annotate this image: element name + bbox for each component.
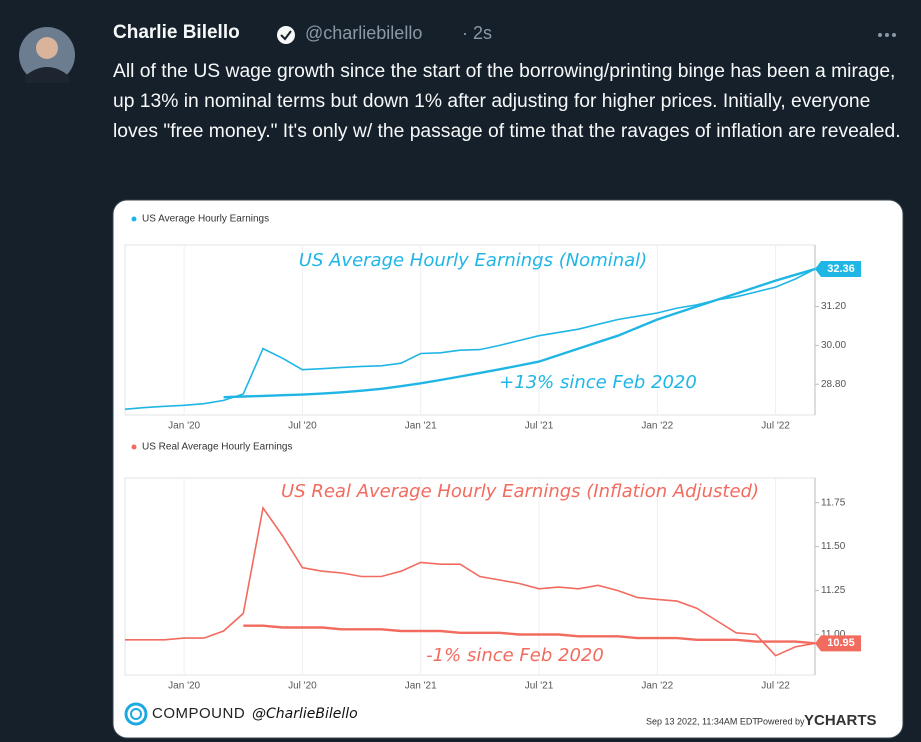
- annotation: -1% since Feb 2020: [426, 645, 604, 666]
- data-line: [124, 268, 816, 410]
- y-tick-label: 11.75: [821, 497, 846, 508]
- y-tick-label: 11.50: [821, 541, 846, 552]
- trend-line: [223, 267, 816, 399]
- verified-check: [280, 30, 292, 41]
- legend-dot: [131, 216, 137, 222]
- x-tick-label: Jul '22: [761, 681, 790, 692]
- x-tick-label: Jul '20: [288, 421, 317, 432]
- x-tick-label: Jan '20: [168, 681, 200, 692]
- provider: YCHARTS: [804, 712, 877, 729]
- x-tick-label: Jan '20: [168, 421, 200, 432]
- chart-title: US Average Hourly Earnings (Nominal): [299, 250, 647, 271]
- chart-title: US Real Average Hourly Earnings (Inflati…: [281, 481, 759, 502]
- legend-label: US Real Average Hourly Earnings: [142, 442, 292, 453]
- last-value-label: 10.95: [827, 637, 855, 649]
- trend-line: [243, 624, 816, 645]
- legend-dot: [131, 444, 137, 450]
- last-value-badge: [815, 635, 861, 652]
- y-tick-label: 31.20: [821, 301, 846, 312]
- author-handle[interactable]: @charliebilello: [305, 23, 423, 43]
- y-tick-label: 30.00: [821, 340, 846, 351]
- x-tick-label: Jan '22: [641, 421, 673, 432]
- avatar-suit: [25, 67, 69, 83]
- legend-label: US Average Hourly Earnings: [142, 214, 269, 225]
- x-tick-label: Jul '22: [761, 421, 790, 432]
- data-line: [125, 505, 816, 657]
- x-tick-label: Jan '21: [405, 421, 437, 432]
- last-value-badge: [815, 260, 861, 277]
- x-tick-label: Jan '21: [405, 681, 437, 692]
- x-tick-label: Jul '21: [525, 681, 554, 692]
- annotation: +13% since Feb 2020: [499, 372, 697, 393]
- y-tick-label: 11.25: [821, 585, 846, 596]
- y-tick-label: 11.00: [821, 629, 846, 640]
- more-button[interactable]: [878, 33, 896, 37]
- last-value-label: 32.36: [827, 263, 855, 275]
- y-tick-label: 28.80: [821, 379, 846, 390]
- author: @CharlieBilello: [252, 706, 358, 722]
- x-tick-label: Jan '22: [641, 681, 673, 692]
- author-name[interactable]: Charlie Bilello: [113, 22, 240, 43]
- brand: COMPOUND: [152, 705, 245, 722]
- tweet-text: All of the US wage growth since the star…: [113, 61, 901, 142]
- x-tick-label: Jul '20: [288, 681, 317, 692]
- verified-badge: [277, 26, 295, 44]
- plot-area: [124, 477, 816, 676]
- date: Sep 13 2022, 11:34AM EDT.: [646, 716, 759, 726]
- x-tick-label: Jul '21: [525, 421, 554, 432]
- powered-by: Powered by: [757, 716, 805, 726]
- avatar-face: [36, 37, 58, 59]
- compound-logo: [124, 702, 148, 726]
- plot-area: [124, 244, 816, 416]
- timestamp[interactable]: · 2s: [462, 23, 493, 43]
